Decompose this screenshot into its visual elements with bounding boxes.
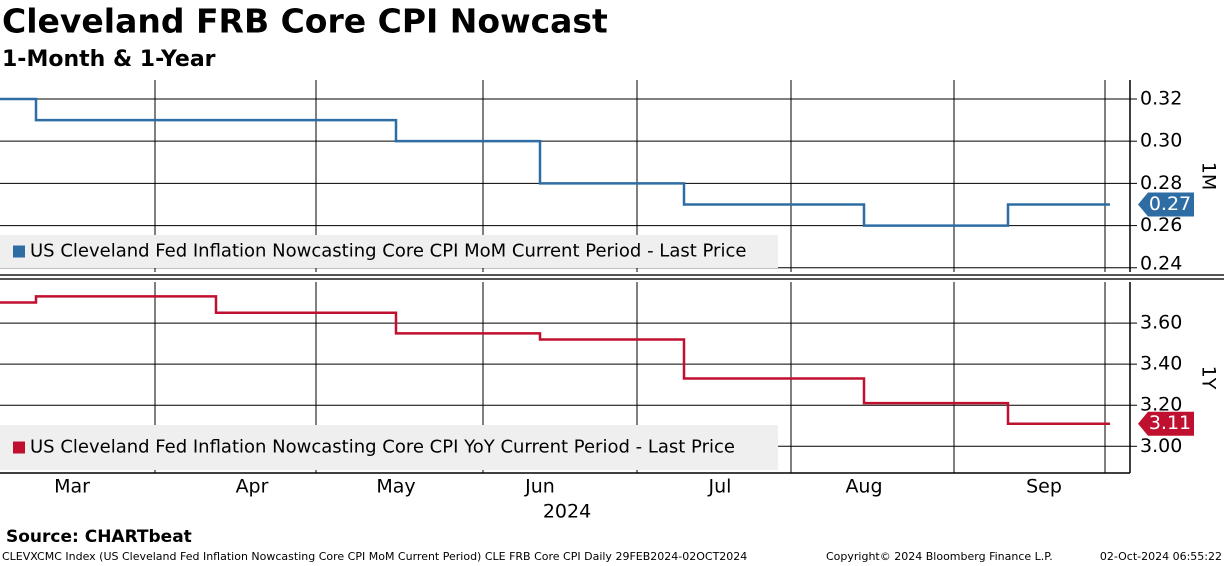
legend-swatch: [13, 245, 25, 258]
y-tick-label: 3.40: [1140, 353, 1182, 375]
axis-label: 1M: [1198, 162, 1220, 190]
last-value-tag: [1138, 411, 1194, 436]
legend-label: US Cleveland Fed Inflation Nowcasting Co…: [30, 437, 735, 458]
x-year-label: 2024: [543, 501, 591, 523]
last-value-label: 3.11: [1149, 412, 1191, 434]
y-tick-label: 3.00: [1140, 435, 1182, 457]
y-tick-label: 3.60: [1140, 312, 1182, 334]
y-tick-label: 0.32: [1140, 87, 1182, 109]
y-tick-label: 0.24: [1140, 253, 1182, 275]
footer-timestamp: 02-Oct-2024 06:55:22: [1100, 550, 1222, 563]
x-tick-label: Sep: [1026, 476, 1062, 498]
footer-ticker: CLEVXCMC Index (US Cleveland Fed Inflati…: [2, 550, 747, 563]
x-tick-label: Apr: [236, 476, 269, 498]
subtitle: 1-Month & 1-Year: [2, 47, 216, 72]
line-series: [0, 295, 1110, 425]
y-tick-label: 0.30: [1140, 130, 1182, 152]
axis-label: 1Y: [1198, 366, 1220, 390]
y-tick-label: 0.28: [1140, 172, 1182, 194]
legend-box: [0, 425, 778, 470]
x-tick-label: Jul: [708, 476, 732, 498]
title: Cleveland FRB Core CPI Nowcast: [2, 2, 608, 41]
y-tick-label: 0.26: [1140, 214, 1182, 236]
x-tick-label: May: [376, 476, 415, 498]
source: Source: CHARTbeat: [6, 527, 192, 547]
line-series: [0, 97, 1110, 227]
last-value-tag: [1138, 192, 1194, 217]
x-tick-label: Jun: [524, 476, 555, 498]
legend-label: US Cleveland Fed Inflation Nowcasting Co…: [30, 241, 746, 262]
legend-swatch: [13, 441, 25, 454]
x-tick-label: Mar: [54, 476, 90, 498]
legend-box: [0, 235, 778, 268]
x-tick-label: Aug: [845, 476, 882, 498]
y-tick-label: 3.20: [1140, 394, 1182, 416]
last-value-label: 0.27: [1149, 193, 1191, 215]
footer-copyright: Copyright© 2024 Bloomberg Finance L.P.: [826, 550, 1053, 563]
